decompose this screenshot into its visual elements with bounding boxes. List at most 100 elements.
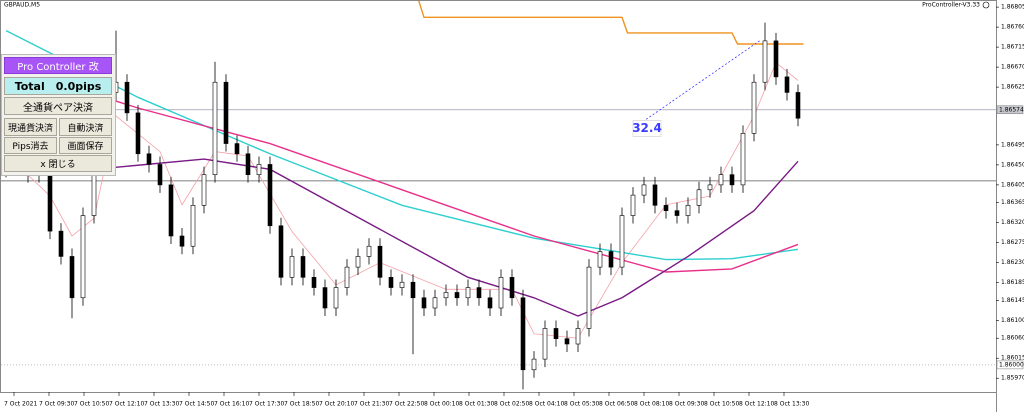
y-tick-label: 1.86670 — [1001, 64, 1024, 71]
indicator-line — [5, 30, 799, 261]
candle-body — [795, 92, 801, 119]
candle-body — [410, 281, 416, 299]
candle-body — [366, 245, 372, 257]
candle-body — [344, 266, 350, 288]
candle-body — [179, 235, 185, 247]
x-tick-label: 7 Oct 10:50 — [74, 401, 109, 408]
candle-body — [740, 133, 746, 186]
y-tick-label: 1.85970 — [1001, 375, 1024, 382]
x-tick-label: 8 Oct 12:10 — [739, 401, 774, 408]
y-tick-label: 1.86450 — [1001, 161, 1024, 168]
y-tick-label: 1.86365 — [1001, 199, 1024, 206]
candle-body — [300, 256, 306, 278]
plot-area — [1, 1, 996, 390]
candle-body — [399, 281, 405, 288]
panel-title[interactable]: Pro Controller 改 — [4, 57, 112, 74]
candle-body — [575, 328, 581, 345]
trendline-label-box — [632, 120, 662, 137]
close-all-button[interactable]: 全通貨ペア決済 — [4, 97, 112, 115]
candle-body — [531, 358, 537, 371]
x-tick-label: 8 Oct 13:30 — [774, 401, 809, 408]
close-panel-button[interactable]: x 閉じる — [4, 155, 112, 172]
x-tick-label: 7 Oct 2021 — [4, 401, 37, 408]
x-tick-label: 8 Oct 06:50 — [599, 401, 634, 408]
candle-body — [201, 174, 207, 206]
candle-body — [124, 81, 130, 114]
candle-body — [355, 256, 361, 268]
x-tick-label: 7 Oct 13:30 — [144, 401, 179, 408]
y-tick-label: 1.86760 — [1001, 24, 1024, 31]
x-tick-label: 7 Oct 14:50 — [179, 401, 214, 408]
save-screen-button[interactable]: 画面保存 — [59, 137, 112, 154]
candle-body — [333, 287, 339, 309]
candle-body — [729, 174, 735, 186]
candle-body — [630, 194, 636, 216]
total-pips: Total 0.0pips — [4, 77, 112, 95]
candle-body — [762, 40, 768, 83]
candle-body — [751, 81, 757, 134]
candle-body — [135, 112, 141, 155]
candle-body — [663, 205, 669, 211]
candle-body — [487, 297, 493, 309]
controller-panel: Pro Controller 改 Total 0.0pips 全通貨ペア決済 現… — [1, 54, 116, 176]
candle-body — [234, 143, 240, 155]
x-tick-label: 8 Oct 02:50 — [494, 401, 529, 408]
indicator-line — [5, 66, 799, 273]
candle-body — [289, 256, 295, 278]
candle-body — [190, 205, 196, 247]
y-tick-label: 1.86185 — [1001, 279, 1024, 286]
candle-body — [146, 153, 152, 165]
y-tick-label: 1.86275 — [1001, 239, 1024, 246]
candle-body — [223, 81, 229, 144]
trendline — [632, 40, 760, 129]
y-tick-label: 1.86015 — [1001, 355, 1024, 362]
y-tick-label: 1.86100 — [1001, 317, 1024, 324]
x-tick-label: 8 Oct 05:30 — [564, 401, 599, 408]
x-tick-label: 8 Oct 01:30 — [459, 401, 494, 408]
candle-body — [377, 245, 383, 278]
indicator-icon — [982, 1, 990, 9]
auto-close-button[interactable]: 自動決済 — [59, 118, 112, 136]
candle-body — [773, 40, 779, 78]
candle-body — [586, 266, 592, 329]
y-tick-label: 1.86060 — [1001, 335, 1024, 342]
y-tick-label: 1.86230 — [1001, 259, 1024, 266]
y-tick-label: 1.86320 — [1001, 219, 1024, 226]
x-tick-label: 8 Oct 00:10 — [424, 401, 459, 408]
y-tick-label: 1.86405 — [1001, 181, 1024, 188]
candle-body — [619, 215, 625, 268]
candle-body — [520, 297, 526, 371]
clear-pips-button[interactable]: Pips消去 — [4, 137, 57, 154]
candle-body — [245, 153, 251, 175]
candle-body — [267, 164, 273, 227]
x-tick-label: 7 Oct 20:10 — [319, 401, 354, 408]
x-tick-label: 7 Oct 17:30 — [249, 401, 284, 408]
y-tick-label: 1.86625 — [1001, 84, 1024, 91]
x-tick-label: 7 Oct 22:50 — [389, 401, 424, 408]
indicator-label: ProController-V3.33 — [922, 2, 980, 9]
x-tick-label: 8 Oct 10:50 — [704, 401, 739, 408]
price-label: 1.86000 — [999, 361, 1024, 368]
candle-body — [553, 328, 559, 339]
candle-body — [421, 297, 427, 309]
x-tick-label: 7 Oct 12:10 — [109, 401, 144, 408]
candle-body — [465, 287, 471, 299]
candle-body — [652, 184, 658, 206]
close-current-button[interactable]: 現通貨決済 — [4, 118, 57, 136]
candle-body — [707, 184, 713, 191]
indicator-line — [418, 1, 804, 45]
candle-body — [674, 210, 680, 216]
candle-body — [564, 338, 570, 345]
trendline-label: 32.4 — [632, 121, 662, 135]
x-tick-label: 7 Oct 09:30 — [39, 401, 74, 408]
candle-body — [509, 277, 515, 299]
y-tick-label: 1.86495 — [1001, 141, 1024, 148]
x-tick-label: 7 Oct 18:50 — [284, 401, 319, 408]
candle-body — [432, 297, 438, 309]
candle-body — [80, 215, 86, 299]
price-label-box — [996, 360, 1024, 370]
candle-body — [498, 277, 504, 309]
candle-body — [685, 205, 691, 216]
candle-body — [311, 277, 317, 288]
